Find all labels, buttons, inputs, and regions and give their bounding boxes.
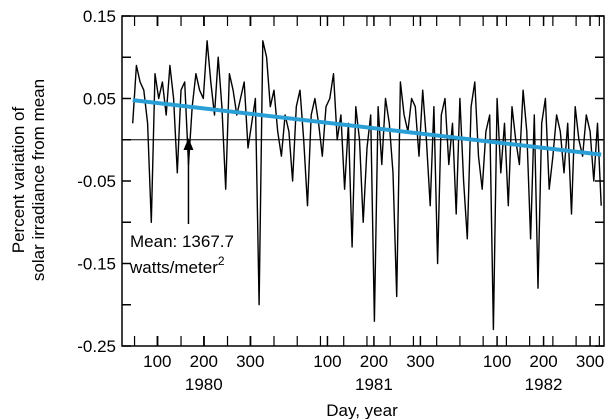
x-tick-label: 200 [190,352,218,371]
mean-units-exponent: 2 [218,254,225,268]
year-label: 1981 [355,375,393,394]
x-tick-label: 200 [529,352,557,371]
trend-line-segment [132,98,602,157]
x-tick-label: 100 [483,352,511,371]
y-axis-title: Percent variation of solar irradiance fr… [9,79,48,281]
y-tick-label: -0.05 [77,172,116,191]
irradiance-series [132,40,602,331]
axis-ticks: 0.15 0.05 -0.05 -0.15 -0.25 100 200 300 100 200 30… [77,7,604,394]
year-label: 1980 [185,375,223,394]
mean-units-text: watts/meter [129,258,218,277]
x-tick-label: 200 [360,352,388,371]
x-tick-label: 300 [236,352,264,371]
mean-units-label: watts/meter2 [129,254,225,277]
plot-frame [121,15,605,347]
x-axis-title: Day, year [326,401,398,419]
series-line [132,40,602,331]
y-axis-title-line1: Percent variation of [9,106,28,253]
x-tick-label: 300 [576,352,604,371]
x-tick-label: 300 [406,352,434,371]
x-tick-label: 100 [313,352,341,371]
y-tick-label: -0.15 [77,255,116,274]
mean-arrow-head [183,138,194,150]
y-axis-title-line2: solar irradiance from mean [29,79,48,281]
x-tick-label: 100 [143,352,171,371]
year-label: 1982 [525,375,563,394]
mean-label: Mean: 1367.7 [130,232,234,251]
y-tick-label: -0.25 [77,337,116,356]
y-tick-label: 0.15 [83,7,116,26]
y-tick-label: 0.05 [83,90,116,109]
trend-line [132,98,602,157]
mean-annotation: Mean: 1367.7 watts/meter2 [129,138,234,277]
